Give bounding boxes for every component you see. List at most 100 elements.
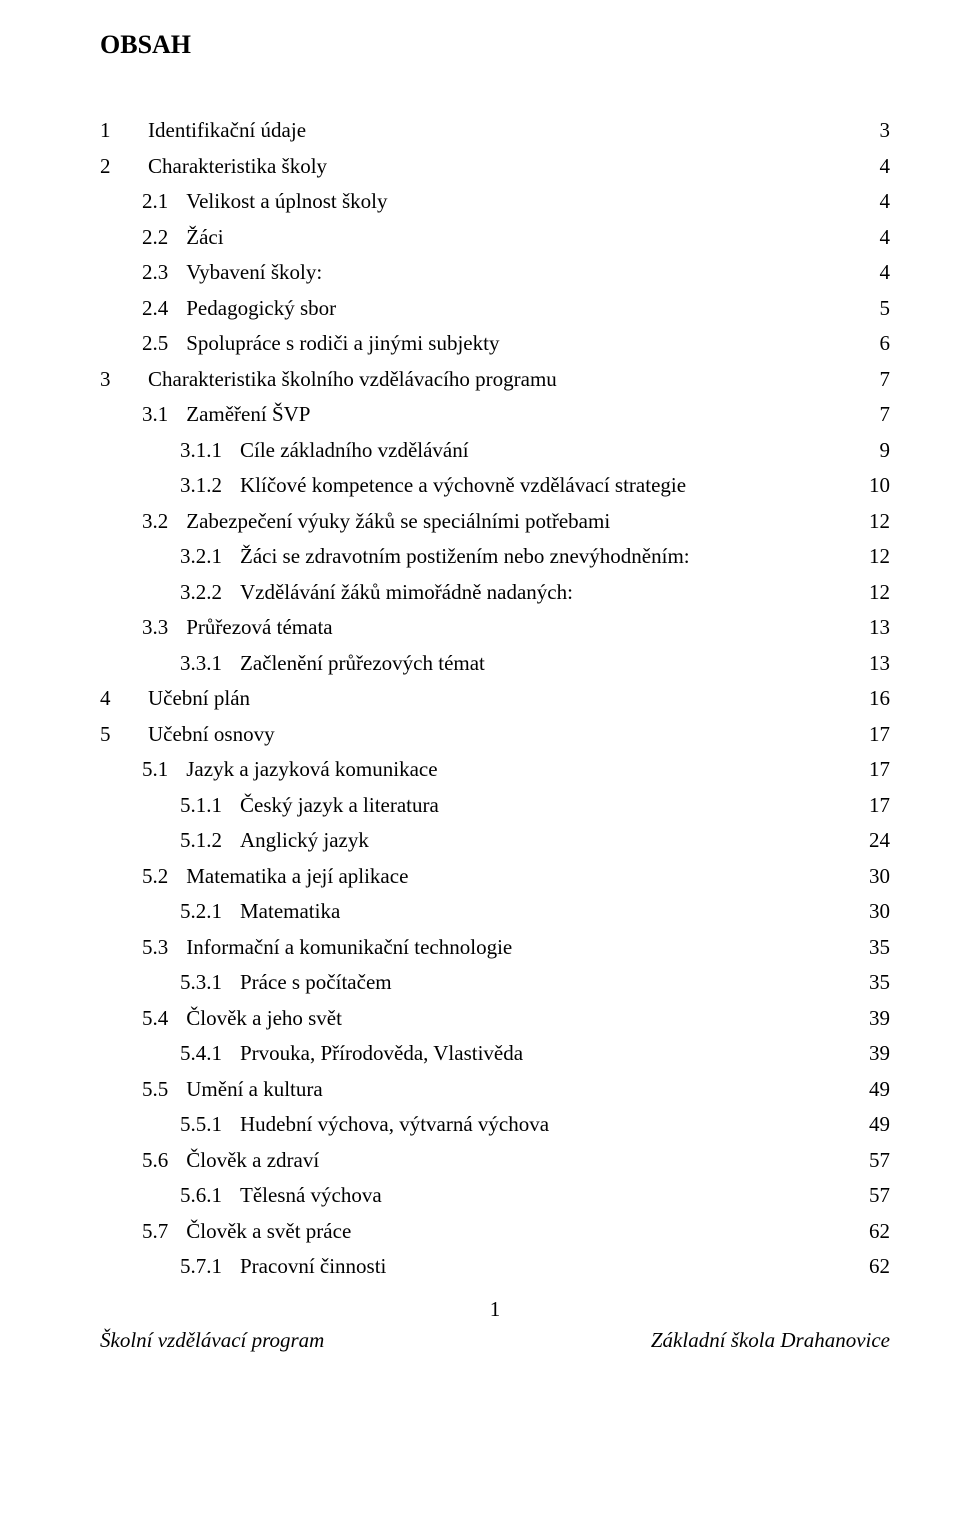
toc-row: 1Identifikační údaje 3 [100,120,890,141]
toc-row: 5.4Člověk a jeho svět 39 [100,1008,890,1029]
toc-label: Klíčové kompetence a výchovně vzdělávací… [240,475,686,496]
toc-label: Zabezpečení výuky žáků se speciálními po… [186,511,610,532]
toc-number: 3.1.1 [180,440,240,461]
toc-number: 2.3 [142,262,186,283]
toc-page: 49 [862,1079,890,1100]
toc-number: 3.3 [142,617,186,638]
toc-number: 2 [100,156,148,177]
toc-row: 5Učební osnovy 17 [100,724,890,745]
toc-number: 2.2 [142,227,186,248]
toc-page: 30 [862,901,890,922]
toc-page: 7 [862,404,890,425]
toc-label: Vzdělávání žáků mimořádně nadaných: [240,582,573,603]
toc-label: Práce s počítačem [240,972,392,993]
toc-number: 5.7.1 [180,1256,240,1277]
toc-number: 3.2.2 [180,582,240,603]
toc-number: 3.2.1 [180,546,240,567]
footer-right: Základní škola Drahanovice [651,1328,890,1353]
toc-page: 13 [862,617,890,638]
toc-number: 5.4.1 [180,1043,240,1064]
toc-page: 39 [862,1043,890,1064]
toc-number: 5.1.2 [180,830,240,851]
toc-label: Anglický jazyk [240,830,369,851]
toc-label: Cíle základního vzdělávání [240,440,469,461]
toc-label: Informační a komunikační technologie [186,937,512,958]
toc-number: 5.4 [142,1008,186,1029]
toc-page: 3 [862,120,890,141]
toc-row: 5.5Umění a kultura49 [100,1079,890,1100]
toc-row: 5.3Informační a komunikační technologie3… [100,937,890,958]
toc-label: Tělesná výchova [240,1185,382,1206]
toc-number: 3 [100,369,148,390]
toc-row: 2.2Žáci4 [100,227,890,248]
toc-label: Charakteristika školy [148,156,327,177]
toc-label: Velikost a úplnost školy [186,191,387,212]
toc-row: 3.1Zaměření ŠVP7 [100,404,890,425]
toc-row: 5.1.1Český jazyk a literatura17 [100,795,890,816]
toc-page: 39 [862,1008,890,1029]
toc-number: 4 [100,688,148,709]
toc-row: 2Charakteristika školy 4 [100,156,890,177]
toc-page: 17 [862,759,890,780]
toc-page: 12 [862,511,890,532]
page-container: OBSAH 1Identifikační údaje32Charakterist… [0,0,960,1529]
toc-label: Charakteristika školního vzdělávacího pr… [148,369,557,390]
toc-label: Člověk a svět práce [186,1221,351,1242]
toc-number: 5.5.1 [180,1114,240,1135]
toc-label: Identifikační údaje [148,120,306,141]
toc-number: 1 [100,120,148,141]
toc-row: 3Charakteristika školního vzdělávacího p… [100,369,890,390]
toc-number: 5.2 [142,866,186,887]
toc-number: 5.1.1 [180,795,240,816]
page-footer: Školní vzdělávací program Základní škola… [100,1328,890,1353]
toc-row: 2.4Pedagogický sbor5 [100,298,890,319]
toc-row: 5.1Jazyk a jazyková komunikace17 [100,759,890,780]
toc-row: 5.1.2Anglický jazyk 24 [100,830,890,851]
toc-label: Prvouka, Přírodověda, Vlastivěda [240,1043,523,1064]
toc-number: 5.6.1 [180,1185,240,1206]
toc-number: 2.4 [142,298,186,319]
toc-row: 3.3.1Začlenění průřezových témat13 [100,653,890,674]
toc-row: 3.1.2Klíčové kompetence a výchovně vzděl… [100,475,890,496]
toc-number: 3.2 [142,511,186,532]
toc-row: 3.2.1Žáci se zdravotním postižením nebo … [100,546,890,567]
toc-number: 5.7 [142,1221,186,1242]
toc-page: 4 [862,156,890,177]
toc-row: 5.3.1Práce s počítačem35 [100,972,890,993]
toc-number: 2.1 [142,191,186,212]
toc-label: Člověk a jeho svět [186,1008,342,1029]
toc-row: 5.5.1Hudební výchova, výtvarná výchova49 [100,1114,890,1135]
toc-row: 4Učební plán16 [100,688,890,709]
toc-label: Matematika [240,901,340,922]
toc-page: 30 [862,866,890,887]
toc-page: 49 [862,1114,890,1135]
toc-number: 5.3.1 [180,972,240,993]
toc-label: Umění a kultura [186,1079,322,1100]
toc-label: Žáci [186,227,223,248]
toc-page: 5 [862,298,890,319]
toc-number: 5.6 [142,1150,186,1171]
table-of-contents: 1Identifikační údaje32Charakteristika šk… [100,120,890,1277]
toc-number: 5.1 [142,759,186,780]
toc-row: 5.4.1Prvouka, Přírodověda, Vlastivěda 39 [100,1043,890,1064]
toc-number: 5 [100,724,148,745]
toc-page: 57 [862,1150,890,1171]
toc-page: 12 [862,582,890,603]
toc-page: 4 [862,262,890,283]
toc-row: 3.1.1Cíle základního vzdělávání 9 [100,440,890,461]
toc-page: 16 [862,688,890,709]
toc-row: 2.1Velikost a úplnost školy4 [100,191,890,212]
toc-page: 7 [862,369,890,390]
page-number: 1 [100,1297,890,1322]
toc-page: 62 [862,1256,890,1277]
toc-label: Učební osnovy [148,724,275,745]
toc-row: 3.2.2Vzdělávání žáků mimořádně nadaných:… [100,582,890,603]
toc-number: 5.3 [142,937,186,958]
toc-page: 17 [862,724,890,745]
toc-page: 6 [862,333,890,354]
toc-page: 24 [862,830,890,851]
toc-row: 5.7Člověk a svět práce62 [100,1221,890,1242]
toc-row: 5.7.1Pracovní činnosti62 [100,1256,890,1277]
toc-row: 3.3Průřezová témata13 [100,617,890,638]
toc-page: 9 [862,440,890,461]
